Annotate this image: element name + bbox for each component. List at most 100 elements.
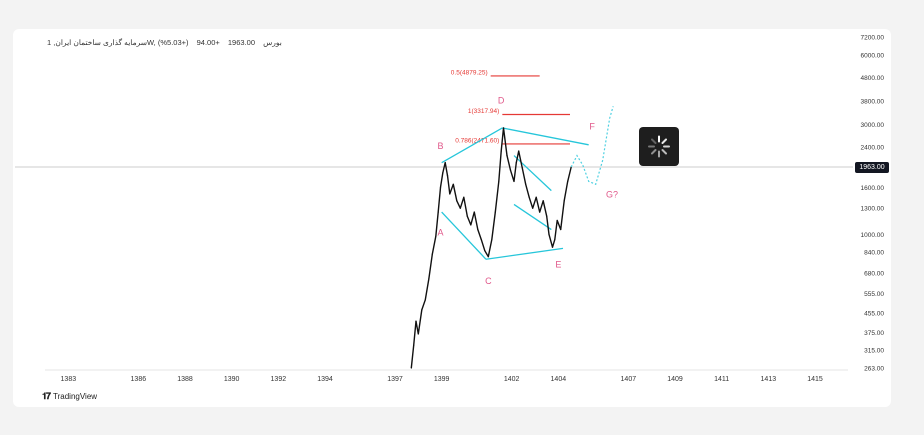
pattern-line (441, 211, 487, 260)
fib-level-label: 0.786(2471.60) (455, 137, 499, 144)
price-point (551, 246, 554, 248)
price-point (491, 238, 493, 241)
x-tick-label: 1411 (714, 376, 729, 383)
x-tick-label: 1404 (551, 376, 567, 383)
price-point (494, 211, 496, 213)
price-point (480, 238, 482, 241)
price-point (424, 299, 426, 301)
price-series-line (410, 127, 572, 369)
price-point (446, 175, 449, 177)
last-price-tag: 1963.00 (855, 162, 889, 173)
y-tick-label: 3800.00 (861, 98, 885, 105)
wave-label-A: A (437, 227, 443, 237)
wave-label-F: F (589, 122, 595, 132)
price-point (456, 200, 458, 202)
pattern-line (485, 247, 564, 260)
price-point (554, 238, 556, 241)
wave-label-E: E (555, 259, 561, 269)
price-point (546, 215, 548, 217)
price-point (500, 150, 502, 152)
y-tick-label: 315.00 (864, 347, 884, 354)
price-point (417, 333, 419, 335)
wave-label-G: G? (606, 189, 618, 199)
projection-line (570, 106, 614, 186)
price-point (506, 154, 508, 157)
wave-label-B: B (437, 141, 443, 151)
price-point (415, 320, 417, 322)
price-point (437, 211, 439, 213)
y-tick-label: 6000.00 (861, 53, 885, 60)
symbol-title[interactable]: سرمایه گذاری ساختمان ایران, 1W, بورس (47, 38, 282, 47)
fib-level-label: 0.5(4879.25) (451, 69, 488, 76)
price-point (466, 215, 468, 217)
y-tick-label: 680.00 (864, 270, 884, 277)
spinner-graphic (648, 135, 670, 158)
price-point (567, 180, 569, 182)
y-tick-label: 4800.00 (861, 75, 885, 82)
price-point (459, 207, 461, 209)
price-point (410, 367, 412, 369)
brand-name: TradingView (53, 392, 98, 401)
wave-label-C: C (485, 276, 492, 286)
y-tick-label: 555.00 (864, 291, 884, 298)
x-tick-label: 1402 (504, 376, 520, 383)
price-point (513, 180, 515, 182)
y-tick-label: 3000.00 (861, 122, 885, 129)
x-tick-label: 1409 (667, 376, 683, 383)
x-tick-label: 1415 (807, 376, 823, 383)
tradingview-logo-icon: 𝟏𝟕 (42, 391, 51, 401)
price-point (525, 183, 527, 185)
price-point (442, 172, 444, 174)
price-point (560, 228, 562, 231)
price-point (421, 309, 423, 311)
y-tick-label: 375.00 (864, 330, 884, 337)
pattern-line (513, 155, 552, 192)
chart-header: سرمایه گذاری ساختمان ایران, 1W, بورس 196… (47, 38, 288, 47)
price-point (532, 207, 534, 209)
fib-level-label: 1(3317.94) (468, 108, 499, 115)
x-tick-label: 1394 (317, 376, 333, 383)
y-tick-label: 263.00 (864, 366, 884, 373)
chart-panel (13, 29, 891, 407)
price-point (463, 196, 465, 198)
price-point (515, 162, 517, 164)
price-point (470, 224, 472, 226)
y-tick-label: 2400.00 (861, 144, 885, 151)
price-point (539, 211, 541, 213)
price-point (563, 200, 565, 202)
last-price: 1963.00 (227, 38, 256, 47)
price-point (542, 200, 544, 202)
price-point (509, 169, 512, 171)
price-point (528, 196, 530, 198)
y-tick-label: 840.00 (864, 249, 884, 256)
price-point (439, 186, 442, 189)
price-point (487, 256, 489, 258)
x-tick-label: 1413 (761, 376, 777, 383)
price-point (428, 278, 430, 280)
x-tick-label: 1383 (61, 376, 77, 383)
price-change-pct: (+5.03%) (157, 38, 189, 47)
price-point (452, 183, 454, 185)
y-tick-label: 1600.00 (861, 185, 885, 192)
price-point (449, 193, 451, 195)
x-tick-label: 1407 (621, 376, 637, 383)
x-tick-label: 1392 (271, 376, 287, 383)
pattern-line (502, 127, 589, 146)
price-point (473, 211, 475, 213)
price-point (556, 219, 558, 222)
loading-spinner-icon (639, 127, 679, 166)
y-tick-label: 1000.00 (861, 232, 885, 239)
x-tick-label: 1390 (224, 376, 240, 383)
tradingview-brand[interactable]: 𝟏𝟕 TradingView (42, 391, 97, 402)
price-point (518, 150, 520, 152)
x-tick-label: 1399 (434, 376, 450, 383)
price-point (502, 127, 505, 129)
price-point (484, 250, 486, 252)
x-tick-label: 1386 (131, 376, 147, 383)
price-point (477, 228, 479, 231)
y-tick-label: 455.00 (864, 311, 884, 318)
price-point (435, 235, 437, 238)
price-point (535, 196, 537, 198)
price-point (548, 233, 550, 236)
